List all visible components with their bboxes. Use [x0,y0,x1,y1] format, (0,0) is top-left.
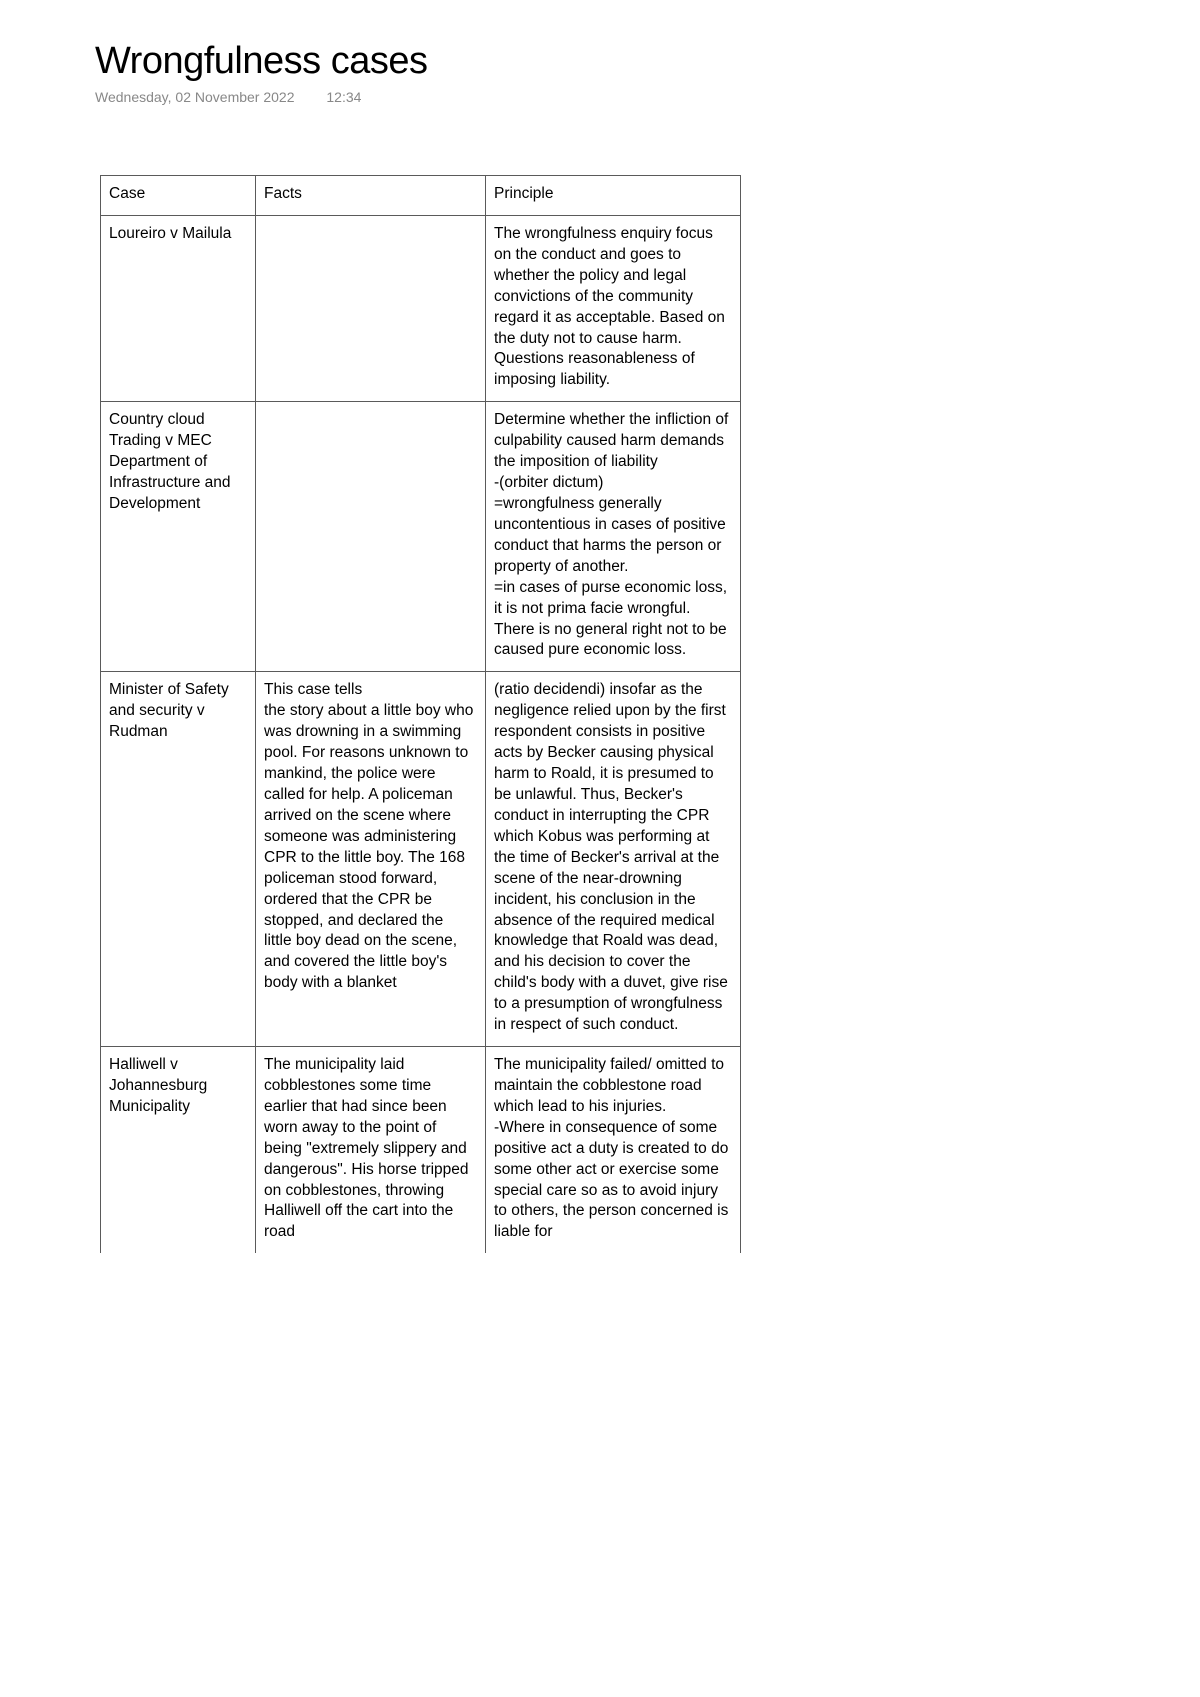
page-meta: Wednesday, 02 November 2022 12:34 [95,89,1120,105]
table-row: Minister of Safety and security v Rudman… [101,672,741,1047]
table-header-row: Case Facts Principle [101,176,741,216]
cell-case: Minister of Safety and security v Rudman [101,672,256,1047]
meta-date: Wednesday, 02 November 2022 [95,89,295,105]
cell-principle: Determine whether the infliction of culp… [486,402,741,672]
cell-facts [256,402,486,672]
table-row: Country cloud Trading v MEC Department o… [101,402,741,672]
table-row: Halliwell v Johannesburg Municipality Th… [101,1047,741,1254]
cell-case: Loureiro v Mailula [101,215,256,401]
meta-time: 12:34 [326,89,361,105]
col-header-facts: Facts [256,176,486,216]
cell-principle: The municipality failed/ omitted to main… [486,1047,741,1254]
table-body: Loureiro v Mailula The wrongfulness enqu… [101,215,741,1253]
cell-facts: This case tells the story about a little… [256,672,486,1047]
cell-case: Country cloud Trading v MEC Department o… [101,402,256,672]
cell-case: Halliwell v Johannesburg Municipality [101,1047,256,1254]
cell-facts: The municipality laid cobblestones some … [256,1047,486,1254]
cases-table: Case Facts Principle Loureiro v Mailula … [100,175,741,1253]
cell-facts [256,215,486,401]
cell-principle: The wrongfulness enquiry focus on the co… [486,215,741,401]
cell-principle: (ratio decidendi) insofar as the neglige… [486,672,741,1047]
document-page: Wrongfulness cases Wednesday, 02 Novembe… [0,0,1200,1293]
col-header-case: Case [101,176,256,216]
page-title: Wrongfulness cases [95,40,1120,83]
col-header-principle: Principle [486,176,741,216]
table-row: Loureiro v Mailula The wrongfulness enqu… [101,215,741,401]
